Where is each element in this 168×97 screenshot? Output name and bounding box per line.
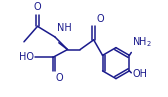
Text: NH: NH [57, 23, 72, 33]
Text: O: O [34, 2, 41, 12]
Text: OH: OH [132, 69, 147, 79]
Text: O: O [56, 73, 64, 83]
Text: O: O [97, 14, 104, 24]
Text: NH$_2$: NH$_2$ [132, 35, 152, 49]
Text: HO: HO [19, 52, 34, 62]
